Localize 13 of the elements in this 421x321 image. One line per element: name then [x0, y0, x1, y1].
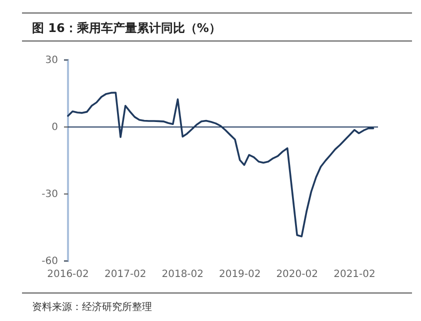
- text: 资料来源：经济研究所整理: [32, 301, 152, 313]
- line-series: [67, 92, 374, 238]
- y-tick-label: -60: [42, 256, 58, 268]
- x-tick-label: 2017-02: [104, 269, 146, 280]
- x-tick-label: 2020-02: [276, 269, 318, 280]
- x-tick-label: 2019-02: [218, 269, 261, 280]
- y-tick-label: 30: [45, 55, 58, 66]
- y-tick-label: 0: [52, 122, 58, 134]
- x-tick-label: 2021-02: [334, 269, 376, 280]
- x-tick-label: 2018-02: [162, 269, 204, 280]
- y-tick-label: -30: [42, 189, 58, 200]
- x-tick-label: 2016-02: [47, 269, 89, 280]
- chart-title: 图 16：乘用车产量累计同比（%）: [32, 21, 221, 35]
